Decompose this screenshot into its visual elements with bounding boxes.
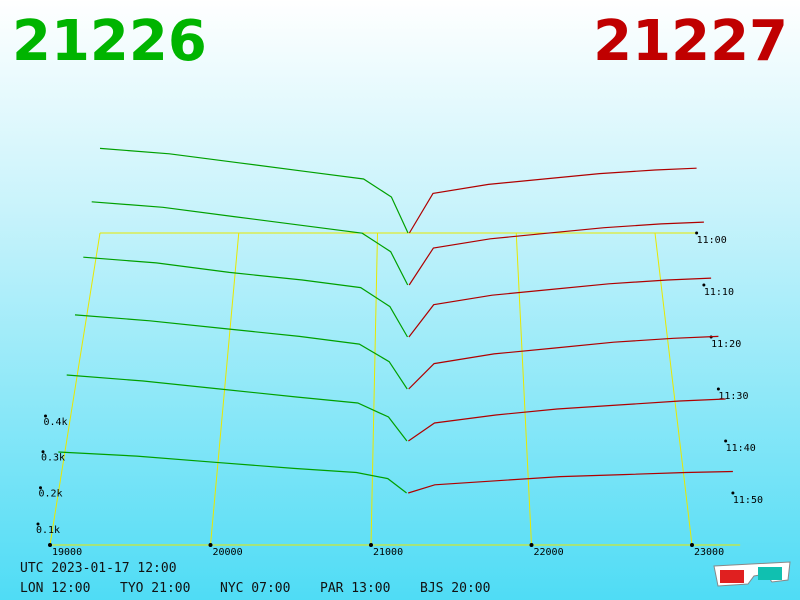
depth-line: [58, 451, 407, 494]
y-tick: [44, 414, 47, 418]
x-tick: [690, 543, 694, 547]
x-tick: [208, 543, 213, 547]
x-tick: [369, 543, 373, 547]
bid-price: 21226: [12, 9, 207, 74]
depth-line: [408, 221, 704, 286]
time-label: 11:20: [711, 339, 741, 350]
grid-line: [370, 232, 378, 546]
x-tick-label: 22000: [534, 547, 564, 558]
utc-time: UTC 2023-01-17 12:00: [20, 561, 177, 576]
time-tick: [702, 283, 706, 287]
city-time: LON 12:00: [20, 581, 90, 596]
depth-line: [91, 201, 409, 286]
depth-line: [408, 398, 726, 442]
x-tick-label: 23000: [694, 547, 724, 558]
y-tick: [39, 486, 42, 490]
city-time: NYC 07:00: [220, 581, 290, 596]
city-time: BJS 20:00: [420, 581, 490, 596]
depth-line: [99, 147, 409, 234]
x-tick-label: 20000: [213, 547, 243, 558]
city-time: PAR 13:00: [320, 581, 390, 596]
depth-line: [66, 374, 408, 442]
time-tick: [724, 439, 728, 443]
x-tick-label: 19000: [52, 547, 82, 558]
y-tick: [36, 522, 40, 526]
time-tick: [716, 387, 720, 391]
time-label: 11:00: [697, 235, 727, 246]
y-tick-label: 0.2k: [39, 489, 63, 500]
ask-price: 21227: [593, 9, 788, 74]
time-tick: [731, 491, 735, 495]
y-tick-label: 0.3k: [41, 453, 65, 464]
time-tick: [695, 231, 699, 235]
depth-chart: 19000 20000 21000 22000 23000 0.1k 0.2k 0.3k 0.4…: [36, 147, 763, 558]
city-time: TYO 21:00: [120, 581, 190, 596]
city-times: LON 12:00 TYO 21:00 NYC 07:00 PAR 13:00 BJS …: [20, 581, 490, 596]
time-label: 11:30: [718, 391, 748, 402]
depth-line: [408, 470, 733, 494]
depth-line: [83, 256, 409, 338]
depth-line: [408, 277, 712, 338]
time-label: 11:50: [733, 495, 763, 506]
depth-line: [408, 335, 719, 390]
x-tick-label: 21000: [373, 547, 403, 558]
x-tick: [529, 543, 534, 547]
3d-glasses-icon: [713, 561, 791, 587]
depth-line: [74, 314, 408, 390]
y-tick-label: 0.4k: [44, 417, 68, 428]
grid-line: [515, 232, 532, 546]
grid-line: [49, 232, 101, 546]
time-label: 11:40: [726, 443, 756, 454]
x-tick: [48, 543, 52, 547]
depth-line: [408, 167, 697, 234]
y-tick: [41, 450, 45, 454]
grid-line: [654, 232, 693, 546]
time-label: 11:10: [704, 287, 734, 298]
y-tick-label: 0.1k: [36, 525, 60, 536]
